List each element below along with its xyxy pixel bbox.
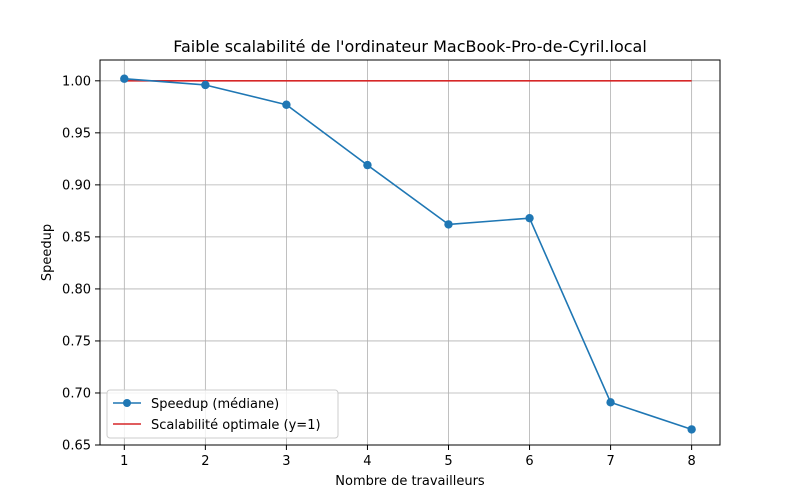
y-tick-label: 0.90 [62, 178, 91, 193]
x-tick-label: 2 [201, 454, 209, 469]
x-tick-label: 3 [282, 454, 290, 469]
x-tick-label: 1 [120, 454, 128, 469]
y-axis-label: Speedup [40, 224, 55, 281]
x-axis-label: Nombre de travailleurs [335, 474, 485, 489]
speedup-point [282, 100, 291, 109]
speedup-point [201, 80, 210, 90]
plot-series [120, 74, 696, 434]
speedup-point [120, 74, 129, 83]
x-tick-label: 4 [363, 454, 371, 469]
speedup-point [606, 398, 615, 407]
plot-frame [99, 59, 721, 446]
y-tick-label: 1.00 [62, 74, 91, 89]
speedup-line [124, 77, 692, 431]
x-tick-label: 7 [606, 454, 614, 469]
legend-label-optimal: Scalabilité optimale (y=1) [151, 418, 321, 433]
y-tick-label: 0.80 [62, 282, 91, 297]
legend-box [106, 389, 339, 439]
speedup-point [525, 213, 534, 223]
x-tick-label: 6 [525, 454, 533, 469]
grid [100, 60, 720, 446]
legend: Speedup (médiane) Scalabilité optimale (… [106, 389, 339, 439]
speedup-point [363, 160, 372, 170]
y-tick-label: 0.85 [62, 230, 91, 245]
y-tick-label: 0.70 [62, 386, 91, 401]
chart-title: Faible scalabilité de l'ordinateur MacBo… [173, 37, 647, 56]
y-tick-label: 0.95 [62, 126, 91, 141]
y-tick-label: 0.75 [62, 334, 91, 349]
x-tick-label: 8 [687, 454, 695, 469]
speedup-point [444, 220, 453, 229]
legend-marker-speedup [123, 399, 131, 407]
y-tick-label: 0.65 [62, 439, 91, 454]
speedup-point [687, 425, 696, 434]
axis-ticks: 1 2 3 4 5 6 7 8 0.65 0.70 0.75 0.80 0.85 0.90 0.95 1.00 [62, 74, 696, 469]
legend-label-speedup: Speedup (médiane) [151, 397, 279, 412]
x-tick-label: 5 [444, 454, 452, 469]
